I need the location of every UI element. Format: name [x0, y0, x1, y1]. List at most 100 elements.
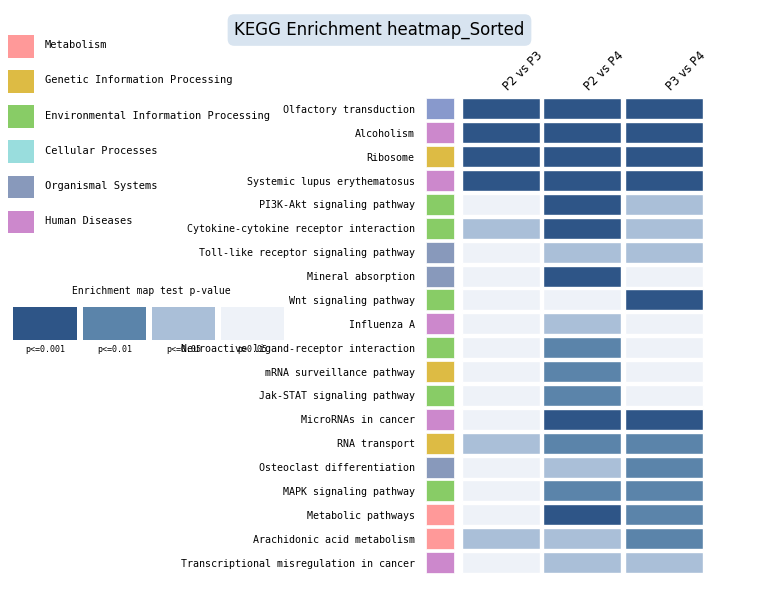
Bar: [8, 176, 33, 198]
Bar: [462, 337, 540, 358]
Bar: [625, 528, 703, 549]
Bar: [426, 528, 454, 549]
Bar: [462, 266, 540, 287]
Bar: [543, 146, 622, 167]
Bar: [625, 481, 703, 501]
Bar: [462, 481, 540, 501]
Bar: [625, 433, 703, 454]
Bar: [83, 307, 146, 340]
Bar: [8, 105, 33, 128]
Bar: [426, 552, 454, 573]
Bar: [462, 385, 540, 406]
Bar: [426, 313, 454, 334]
Bar: [462, 361, 540, 382]
Bar: [462, 552, 540, 573]
Bar: [462, 170, 540, 191]
Bar: [625, 122, 703, 143]
Text: Metabolism: Metabolism: [45, 40, 108, 50]
Bar: [8, 70, 33, 93]
Bar: [625, 99, 703, 119]
Bar: [426, 170, 454, 191]
Bar: [426, 361, 454, 382]
Bar: [426, 481, 454, 501]
Bar: [221, 307, 285, 340]
Bar: [625, 242, 703, 263]
Bar: [426, 146, 454, 167]
Text: Environmental Information Processing: Environmental Information Processing: [45, 110, 270, 121]
Bar: [625, 218, 703, 239]
Bar: [625, 170, 703, 191]
Bar: [426, 99, 454, 119]
Bar: [8, 211, 33, 233]
Bar: [426, 385, 454, 406]
Bar: [625, 409, 703, 430]
Bar: [462, 242, 540, 263]
Bar: [426, 337, 454, 358]
Bar: [462, 433, 540, 454]
Bar: [426, 409, 454, 430]
Bar: [426, 290, 454, 310]
Bar: [543, 170, 622, 191]
Bar: [426, 218, 454, 239]
Bar: [426, 457, 454, 478]
Bar: [543, 361, 622, 382]
Text: P2 vs P3: P2 vs P3: [501, 49, 545, 93]
Text: p<=0.001: p<=0.001: [25, 345, 65, 354]
Bar: [543, 242, 622, 263]
Bar: [543, 457, 622, 478]
Bar: [462, 409, 540, 430]
Bar: [426, 242, 454, 263]
Text: Human Diseases: Human Diseases: [45, 216, 133, 226]
Bar: [543, 385, 622, 406]
Bar: [462, 99, 540, 119]
Bar: [462, 194, 540, 215]
Bar: [543, 266, 622, 287]
Bar: [462, 146, 540, 167]
Bar: [625, 457, 703, 478]
Bar: [462, 457, 540, 478]
Bar: [8, 35, 33, 58]
Bar: [14, 307, 77, 340]
Bar: [543, 528, 622, 549]
Bar: [625, 504, 703, 525]
Bar: [543, 337, 622, 358]
Bar: [625, 194, 703, 215]
Text: KEGG Enrichment heatmap_Sorted: KEGG Enrichment heatmap_Sorted: [235, 21, 524, 39]
Text: P2 vs P4: P2 vs P4: [582, 49, 627, 93]
Text: p<=0.01: p<=0.01: [97, 345, 132, 354]
Bar: [543, 433, 622, 454]
Bar: [462, 528, 540, 549]
Text: Genetic Information Processing: Genetic Information Processing: [45, 75, 232, 85]
Bar: [543, 290, 622, 310]
Bar: [625, 337, 703, 358]
Bar: [462, 504, 540, 525]
Bar: [543, 218, 622, 239]
Bar: [426, 122, 454, 143]
Text: Organismal Systems: Organismal Systems: [45, 181, 158, 191]
Bar: [543, 409, 622, 430]
Text: p<=0.05: p<=0.05: [166, 345, 201, 354]
Bar: [543, 504, 622, 525]
Bar: [462, 313, 540, 334]
Bar: [625, 361, 703, 382]
Text: p>0.05: p>0.05: [238, 345, 268, 354]
Bar: [426, 433, 454, 454]
Bar: [625, 552, 703, 573]
Bar: [543, 313, 622, 334]
Bar: [543, 122, 622, 143]
Text: Cellular Processes: Cellular Processes: [45, 146, 158, 156]
Bar: [8, 140, 33, 163]
Text: P3 vs P4: P3 vs P4: [663, 49, 708, 93]
Bar: [462, 218, 540, 239]
Bar: [462, 290, 540, 310]
Bar: [462, 122, 540, 143]
Bar: [543, 552, 622, 573]
Bar: [426, 504, 454, 525]
Bar: [625, 146, 703, 167]
Bar: [426, 194, 454, 215]
Bar: [426, 266, 454, 287]
Bar: [625, 290, 703, 310]
Bar: [625, 313, 703, 334]
Bar: [625, 385, 703, 406]
Bar: [543, 99, 622, 119]
